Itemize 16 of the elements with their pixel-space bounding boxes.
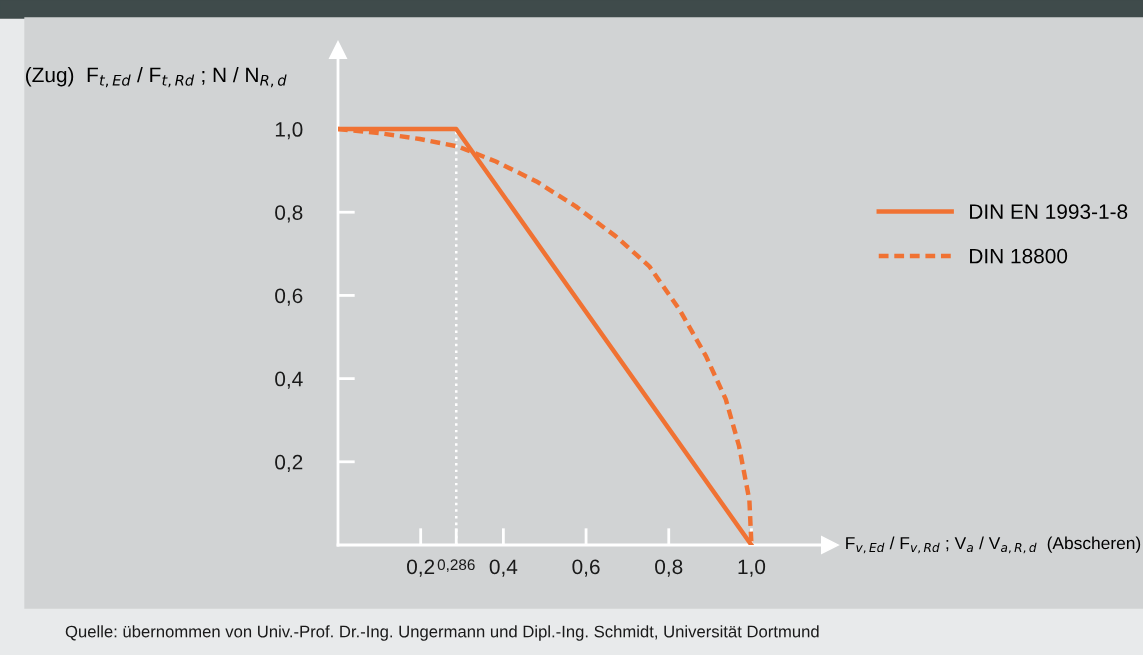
- x-tick-label: 0,286: [437, 559, 475, 572]
- y-tick-label: 0,2: [275, 454, 303, 473]
- legend-label: DIN EN 1993-1-8: [970, 204, 1128, 220]
- source-note: Quelle: übernommen von Univ.-Prof. Dr.-Ing. Ungermann und Dipl.-Ing. Schmidt, Universität Dortmund: [65, 625, 819, 641]
- y-tick-label: 0,4: [275, 371, 303, 389]
- y-axis-title: (Zug) F$_{t,Ed}$ / F$_{t,Rd}$ ; N / N$_{R,d}$: [26, 67, 287, 88]
- x-tick-label: 0,2: [407, 559, 435, 577]
- x-tick-label: 0,6: [572, 559, 600, 577]
- text: F$_{v,Ed}$ / F$_{v,Rd}$ ; V$_{a}$ / V$_{a,R,d}$ (Abscheren): [846, 536, 1141, 554]
- y-tick-label: 0,6: [275, 288, 303, 306]
- legend-label: DIN 18800: [970, 248, 1068, 264]
- x-tick-label: 1,0: [738, 559, 766, 577]
- x-tick-label: 0,4: [489, 559, 518, 577]
- y-tick-label: 0,8: [275, 205, 303, 223]
- x-tick-label: 0,8: [655, 559, 683, 577]
- y-tick-label: 1,0: [275, 122, 303, 140]
